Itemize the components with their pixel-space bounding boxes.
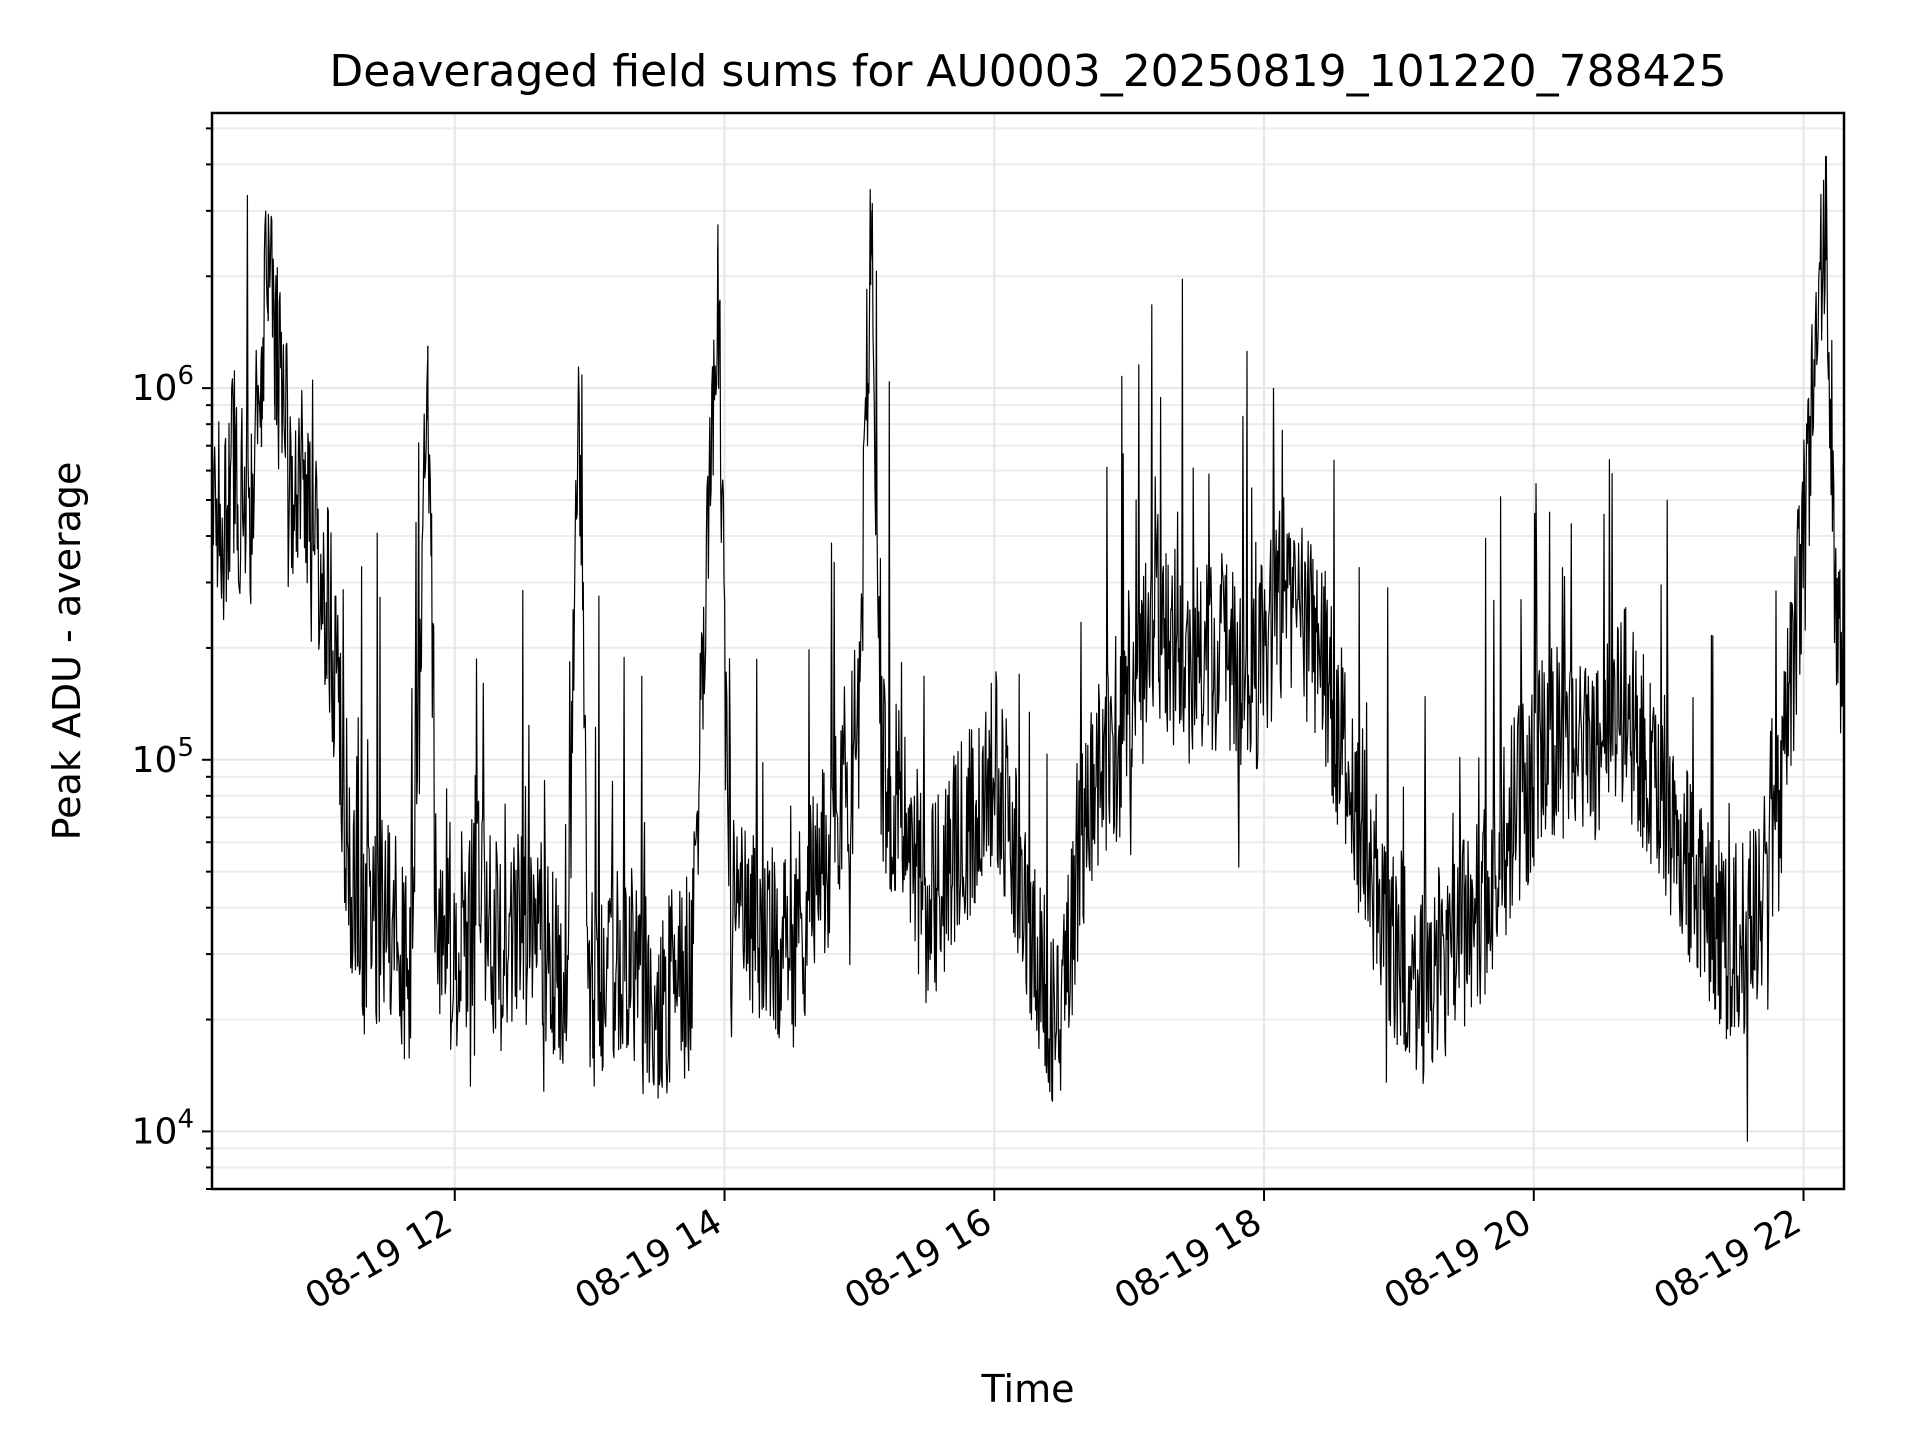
y-tick-label: 106 [132, 361, 194, 409]
x-tick-label: 08-19 18 [1108, 1201, 1269, 1317]
x-tick-label: 08-19 14 [568, 1201, 729, 1317]
data-line [211, 155, 1845, 1142]
data-line-layer [211, 155, 1845, 1142]
y-axis-label: Peak ADU - average [45, 462, 89, 841]
x-axis-label: Time [981, 1367, 1075, 1411]
y-tick-label: 105 [132, 733, 194, 781]
x-tick-label: 08-19 12 [299, 1201, 460, 1317]
x-tick-label: 08-19 22 [1647, 1201, 1808, 1317]
y-tick-label: 104 [132, 1104, 194, 1152]
x-tick-label: 08-19 20 [1378, 1201, 1539, 1317]
plot-frame [210, 111, 1846, 1191]
chart-title: Deaveraged field sums for AU0003_2025081… [329, 46, 1726, 97]
x-tick-label: 08-19 16 [838, 1201, 999, 1317]
